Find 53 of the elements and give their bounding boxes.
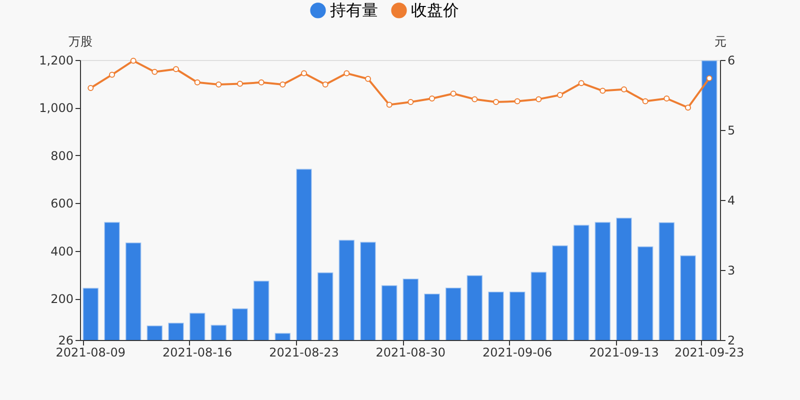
point <box>109 72 115 78</box>
point <box>450 90 456 97</box>
point <box>493 99 499 105</box>
y2-tick-label: 4 <box>728 194 736 208</box>
y2-tick-label: 2 <box>728 334 736 348</box>
point <box>322 82 328 88</box>
x-tick-label: 2021-08-30 <box>376 346 446 360</box>
y2-tick-label: 5 <box>728 124 736 138</box>
point <box>301 70 307 76</box>
point <box>600 88 606 94</box>
point <box>642 98 648 104</box>
point <box>237 80 243 87</box>
y-tick-label: 1,000 <box>39 101 74 116</box>
point <box>685 104 691 111</box>
point <box>88 85 94 91</box>
y-tick-label: 26 <box>58 334 74 348</box>
point <box>194 79 200 86</box>
x-tick-label: 2021-08-23 <box>269 346 339 360</box>
point <box>216 82 222 88</box>
point <box>514 98 520 104</box>
point <box>472 96 478 102</box>
point <box>408 99 414 105</box>
point <box>578 80 584 86</box>
point <box>130 58 136 64</box>
x-tick-label: 2021-09-23 <box>674 346 744 360</box>
point <box>344 70 350 76</box>
point <box>621 86 627 92</box>
y-tick-label: 1,200 <box>39 54 74 68</box>
point <box>429 96 435 102</box>
point <box>365 76 371 82</box>
point <box>152 68 158 75</box>
point <box>386 102 392 108</box>
y-tick-label: 400 <box>50 244 74 258</box>
x-tick-label: 2021-09-13 <box>589 346 659 360</box>
legend-label: 收盘价 <box>411 0 459 20</box>
point <box>536 96 542 102</box>
y2-tick-label: 6 <box>728 54 736 68</box>
y-axis-title: 万股 <box>68 34 92 48</box>
x-tick-label: 2021-08-09 <box>56 346 126 360</box>
y2-tick-label: 3 <box>728 264 736 278</box>
y-tick-label: 200 <box>50 292 74 306</box>
y2-axis-title: 元 <box>714 34 726 48</box>
y-tick-label: 600 <box>50 196 74 211</box>
point <box>280 82 286 88</box>
point <box>664 96 670 102</box>
point <box>173 66 179 72</box>
point <box>557 92 563 98</box>
point <box>706 75 712 82</box>
legend-label: 持有量 <box>330 0 378 20</box>
x-tick-label: 2021-09-06 <box>482 346 552 360</box>
point <box>258 79 264 86</box>
x-tick-label: 2021-08-16 <box>162 346 232 360</box>
y-tick-label: 800 <box>50 148 74 163</box>
